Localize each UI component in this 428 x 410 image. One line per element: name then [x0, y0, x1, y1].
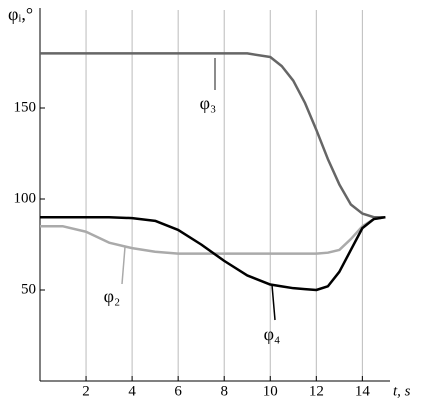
y-axis-label: φᵢ,° — [8, 4, 33, 24]
x-tick-label: 10 — [263, 383, 278, 399]
series-line — [40, 215, 386, 255]
series-line — [40, 215, 386, 292]
x-tick-label: 14 — [355, 383, 371, 399]
x-tick-label: 8 — [220, 383, 228, 399]
y-tick-label: 150 — [14, 99, 37, 115]
x-tick-label: 6 — [174, 383, 182, 399]
series-label: φ₄ — [264, 324, 281, 344]
y-tick-label: 50 — [21, 281, 36, 297]
x-tick-label: 2 — [82, 383, 90, 399]
series-label: φ₂ — [104, 286, 121, 306]
x-axis-label: t, s — [393, 383, 411, 399]
x-tick-label: 4 — [128, 383, 136, 399]
x-tick-label: 12 — [309, 383, 324, 399]
label-leader — [121, 246, 126, 285]
y-tick-label: 100 — [14, 190, 37, 206]
label-leader — [271, 284, 276, 321]
series-label: φ₃ — [200, 93, 217, 113]
series-line — [40, 52, 386, 219]
